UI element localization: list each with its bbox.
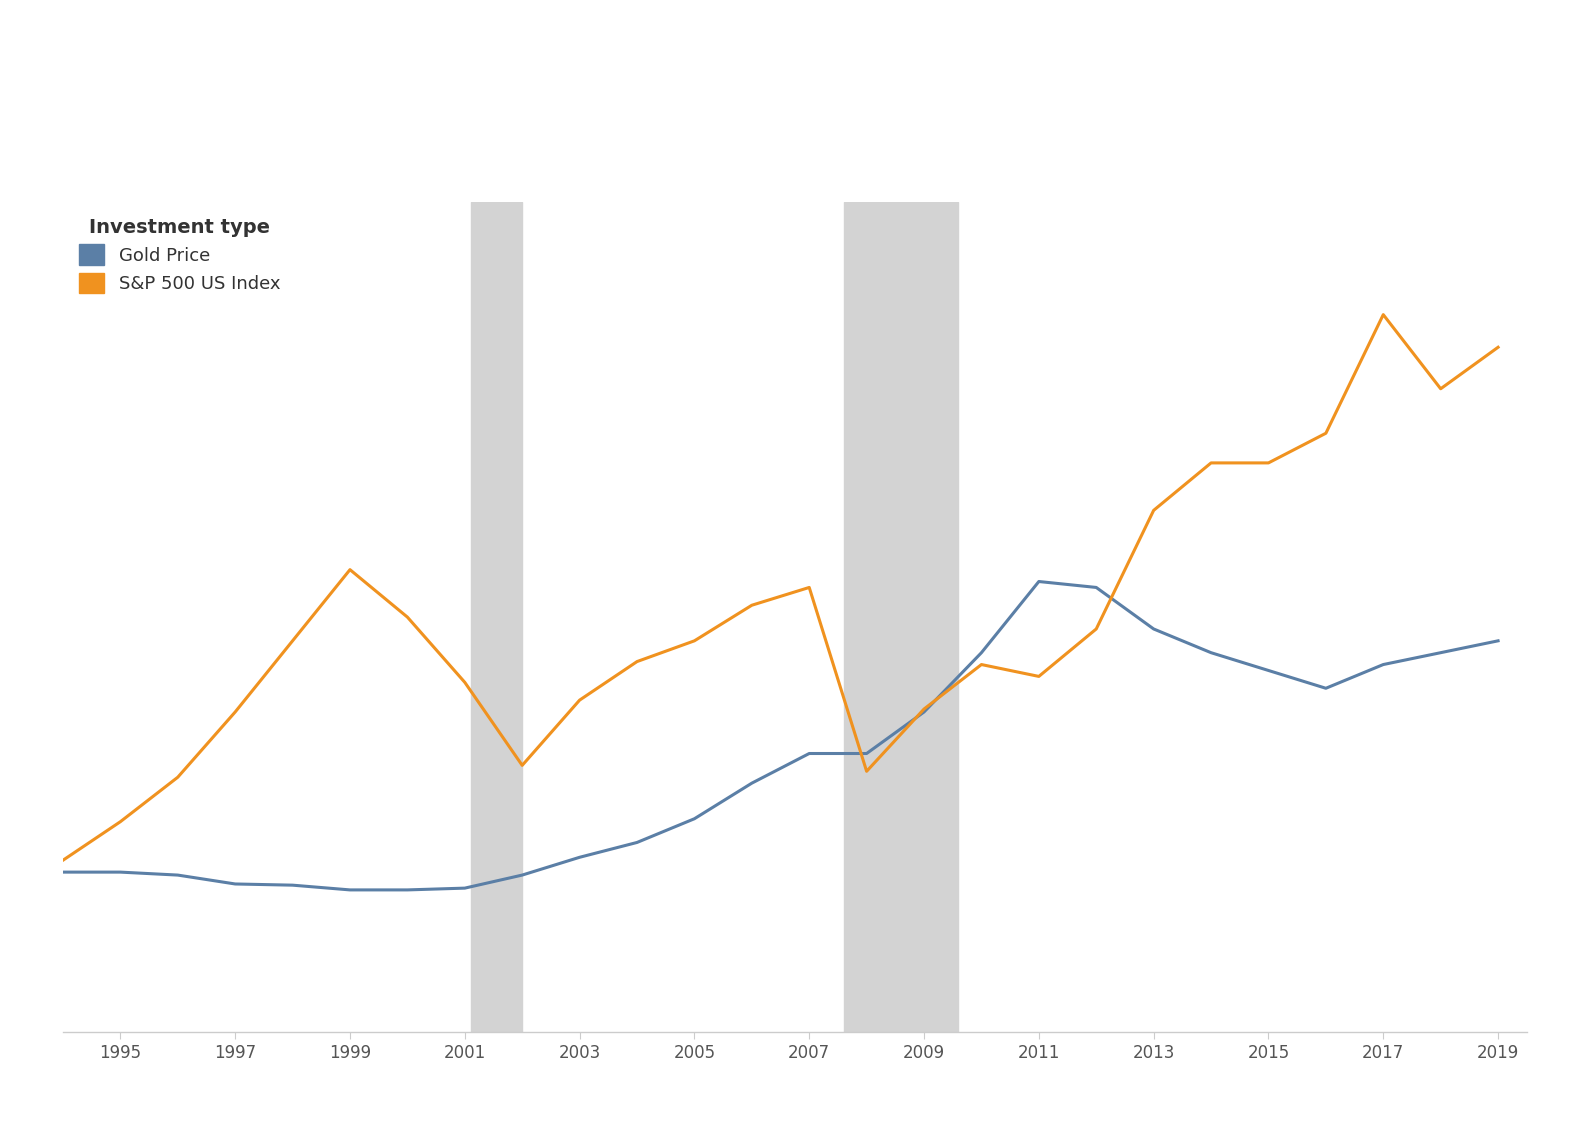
S&P 500 US Index — [1489, 341, 1508, 355]
S&P 500 US Index — [1144, 504, 1163, 517]
Gold Price — [858, 747, 877, 761]
Line: S&P 500 US Index: S&P 500 US Index — [63, 314, 1498, 861]
Gold Price — [54, 865, 72, 879]
S&P 500 US Index — [168, 771, 187, 784]
Gold Price — [1489, 634, 1508, 647]
S&P 500 US Index — [1086, 623, 1105, 636]
S&P 500 US Index — [1374, 307, 1393, 321]
Gold Price — [168, 868, 187, 882]
S&P 500 US Index — [1316, 426, 1335, 440]
Gold Price — [1374, 657, 1393, 671]
S&P 500 US Index — [398, 610, 417, 624]
Bar — [471, 202, 523, 1032]
Legend: Gold Price, S&P 500 US Index: Gold Price, S&P 500 US Index — [72, 211, 288, 301]
Gold Price — [1029, 574, 1048, 588]
S&P 500 US Index — [800, 581, 818, 595]
S&P 500 US Index — [1259, 457, 1278, 470]
Gold Price — [110, 865, 129, 879]
Gold Price — [340, 883, 359, 896]
S&P 500 US Index — [340, 563, 359, 577]
Gold Price — [455, 882, 474, 895]
Gold Price — [628, 836, 647, 849]
Gold Price — [513, 868, 532, 882]
S&P 500 US Index — [858, 764, 877, 778]
S&P 500 US Index — [110, 815, 129, 828]
Gold Price — [283, 879, 302, 892]
Gold Price — [1086, 581, 1105, 595]
Line: Gold Price: Gold Price — [63, 581, 1498, 890]
Gold Price — [973, 646, 992, 660]
S&P 500 US Index — [283, 634, 302, 647]
Gold Price — [914, 706, 933, 719]
Gold Price — [743, 776, 762, 790]
S&P 500 US Index — [914, 702, 933, 716]
S&P 500 US Index — [570, 693, 589, 707]
S&P 500 US Index — [225, 706, 244, 719]
S&P 500 US Index — [973, 657, 992, 671]
Gold Price — [800, 747, 818, 761]
Gold Price — [225, 877, 244, 891]
S&P 500 US Index — [455, 675, 474, 689]
Gold Price — [1431, 646, 1450, 660]
S&P 500 US Index — [628, 655, 647, 669]
S&P 500 US Index — [54, 854, 72, 867]
Gold Price — [685, 812, 704, 826]
S&P 500 US Index — [513, 758, 532, 772]
Gold Price — [1144, 623, 1163, 636]
Gold Price — [1201, 646, 1220, 660]
S&P 500 US Index — [1029, 670, 1048, 683]
Gold Price — [1259, 664, 1278, 678]
Gold Price — [570, 850, 589, 864]
S&P 500 US Index — [1201, 457, 1220, 470]
Gold Price — [1316, 681, 1335, 695]
Bar — [844, 202, 959, 1032]
S&P 500 US Index — [743, 598, 762, 611]
S&P 500 US Index — [1431, 381, 1450, 396]
Gold Price — [398, 883, 417, 896]
S&P 500 US Index — [685, 634, 704, 647]
